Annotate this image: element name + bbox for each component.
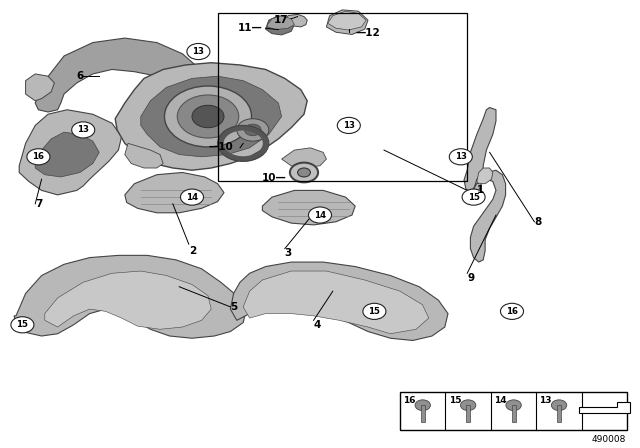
Polygon shape [266,16,294,35]
Polygon shape [282,148,326,168]
Text: 5: 5 [230,302,237,312]
Polygon shape [262,190,355,225]
Circle shape [244,124,261,136]
Polygon shape [26,74,54,101]
Text: 1: 1 [477,185,484,195]
Text: 11—: 11— [237,23,262,33]
Circle shape [187,43,210,60]
Polygon shape [125,143,163,168]
Text: 15: 15 [468,193,479,202]
Circle shape [72,122,95,138]
Text: 15: 15 [449,396,461,405]
Polygon shape [19,110,122,195]
Polygon shape [464,108,496,193]
Circle shape [461,400,476,410]
Bar [466,405,470,422]
Circle shape [177,95,239,138]
Polygon shape [141,76,282,157]
Text: 14: 14 [314,211,326,220]
Polygon shape [14,255,246,338]
Text: 14: 14 [494,396,507,405]
Text: 15: 15 [17,320,28,329]
Polygon shape [35,132,99,177]
Bar [557,405,561,422]
Circle shape [237,119,269,141]
Polygon shape [115,63,307,170]
Bar [218,13,467,181]
Polygon shape [230,262,448,340]
Circle shape [415,400,430,410]
Text: 8: 8 [534,217,541,227]
Polygon shape [467,170,506,262]
Text: 13: 13 [77,125,89,134]
Circle shape [27,149,50,165]
Text: 6: 6 [76,71,83,81]
Bar [512,405,516,422]
Text: 16: 16 [33,152,44,161]
Polygon shape [328,11,366,30]
Polygon shape [125,172,224,213]
Text: —10: —10 [209,142,234,152]
Text: 13: 13 [343,121,355,130]
Circle shape [500,303,524,319]
Text: 14: 14 [186,193,198,202]
Polygon shape [45,271,211,329]
Text: 2: 2 [189,246,196,256]
Text: 13: 13 [455,152,467,161]
Text: 490008: 490008 [591,435,626,444]
Polygon shape [268,16,294,30]
Circle shape [11,317,34,333]
Text: 10—: 10— [262,173,287,183]
Text: 17: 17 [275,15,289,25]
Text: 16: 16 [403,396,416,405]
Text: 7: 7 [35,199,43,209]
Circle shape [449,149,472,165]
Polygon shape [35,38,195,112]
Text: 16: 16 [506,307,518,316]
Circle shape [290,163,318,182]
Circle shape [298,168,310,177]
Text: 4: 4 [314,320,321,330]
Circle shape [192,105,224,128]
Bar [421,405,425,422]
Circle shape [363,303,386,319]
Bar [400,392,627,430]
Text: 13: 13 [193,47,204,56]
Polygon shape [477,168,493,184]
Polygon shape [579,402,630,413]
Circle shape [462,189,485,205]
Polygon shape [326,10,368,34]
Circle shape [180,189,204,205]
Text: —12: —12 [355,28,380,38]
Text: 13: 13 [540,396,552,405]
Circle shape [337,117,360,134]
Polygon shape [285,14,307,27]
Text: 3: 3 [285,248,292,258]
Text: 15: 15 [369,307,380,316]
Text: 9: 9 [467,273,474,283]
Circle shape [308,207,332,223]
Polygon shape [243,271,429,334]
Circle shape [164,86,252,147]
Circle shape [506,400,521,410]
Circle shape [552,400,567,410]
